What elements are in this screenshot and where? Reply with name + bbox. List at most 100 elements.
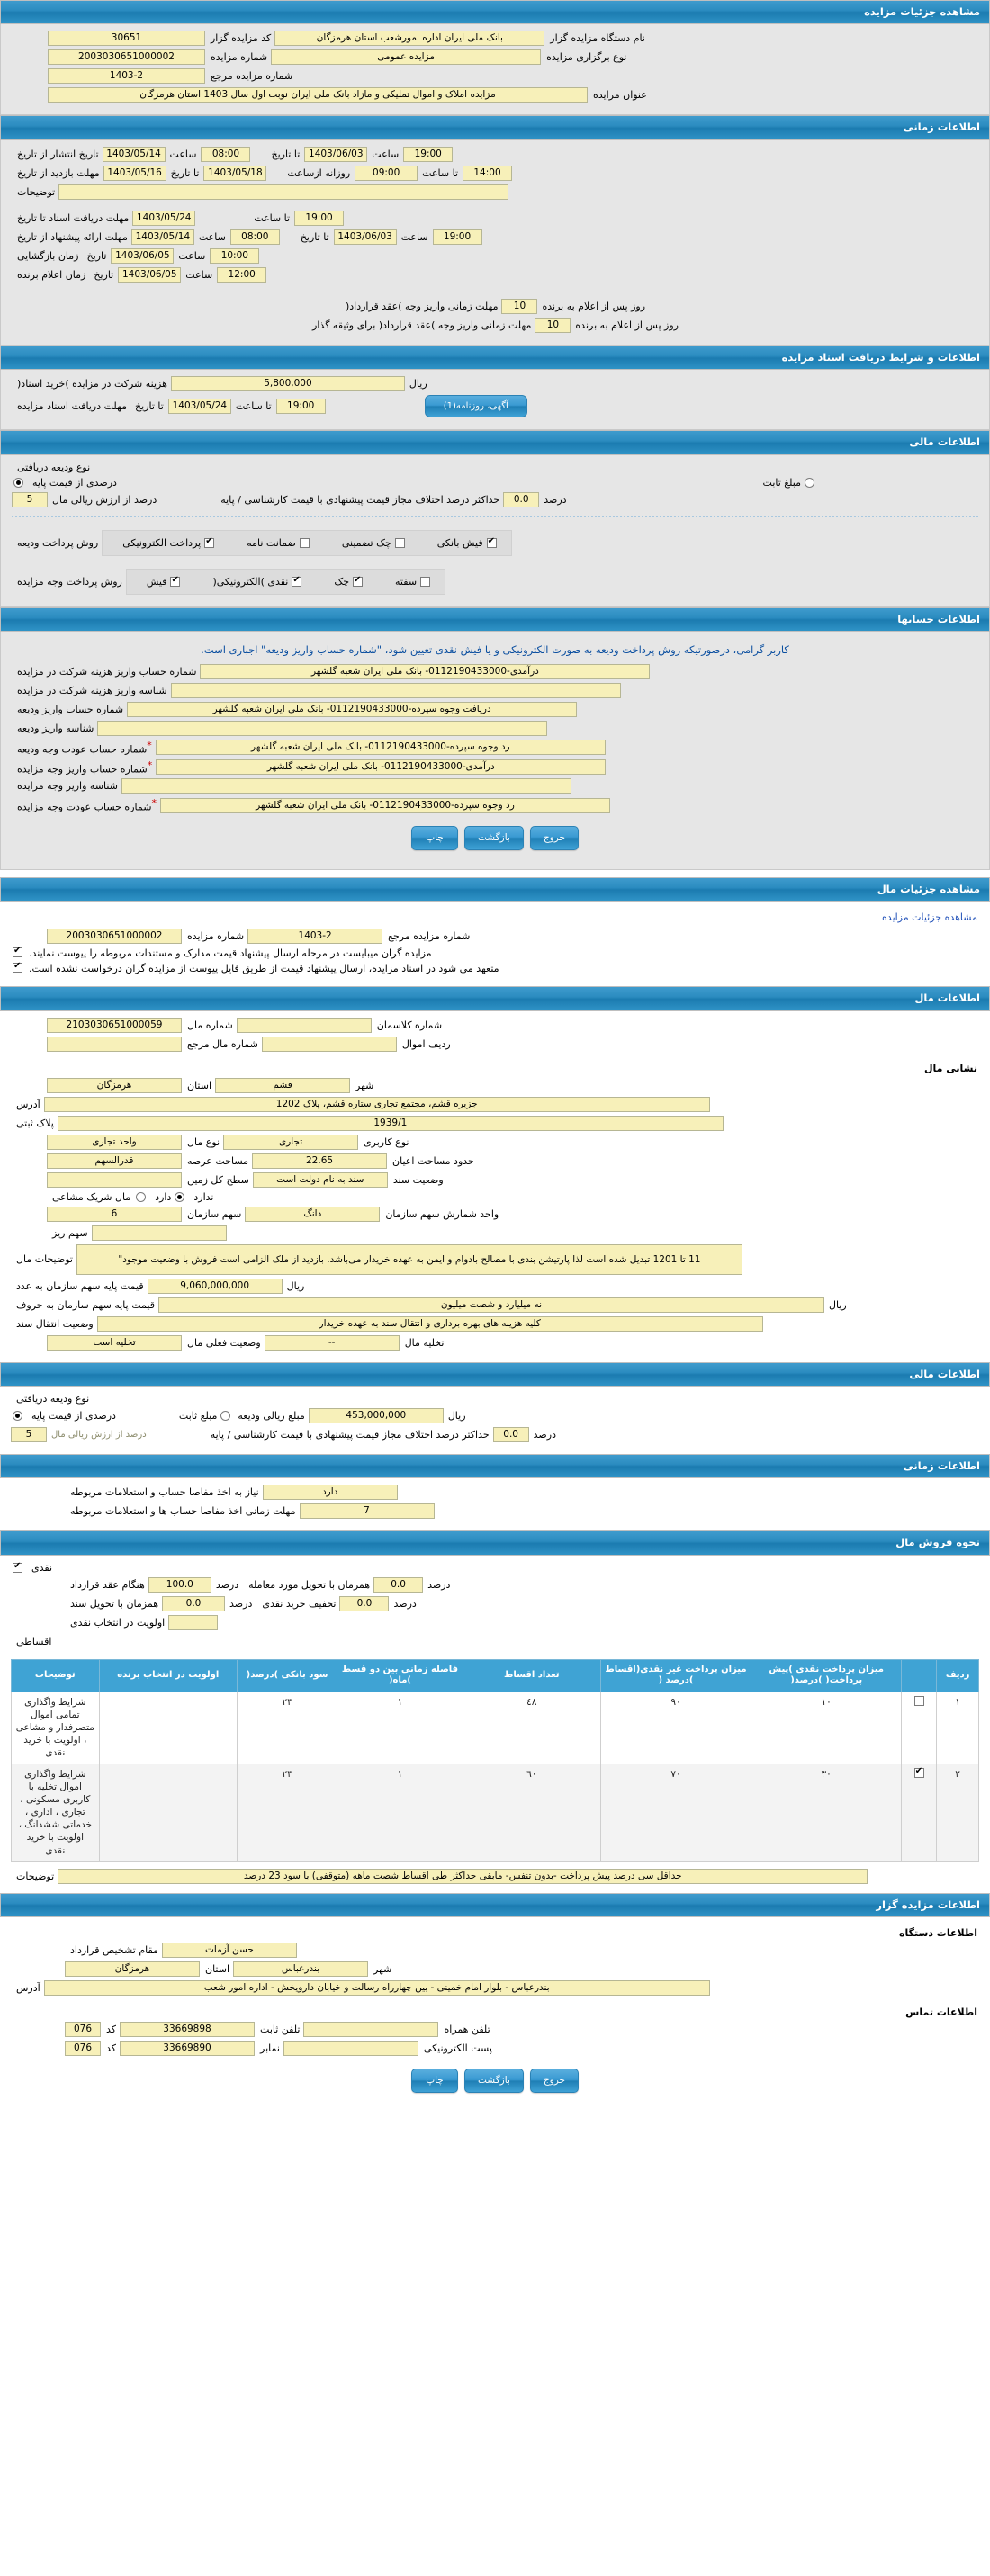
row-areas: حدود مساحت اعیان 22.65 مساحت عرصه قدرالس… [11,1153,979,1169]
account-row: شناسه واریز ودیعه [12,720,978,736]
exit-button-bottom[interactable]: خروج [529,2069,580,2094]
doc-conditions-panel: ریال 5,800,000 هزینه شرکت در مزایده )خری… [0,370,990,431]
label-auctioneer-code: کد مزایده گزار [211,32,272,45]
value-property-auction-number: 2003030651000002 [47,929,182,945]
label-shared-property: مال شریک مشاعی [52,1190,131,1203]
cell-select[interactable] [901,1763,938,1862]
label-promissory-note: سفته [395,575,418,588]
row-property-type-usage: نوع کاربری تجاری نوع مال واحد تجاری [11,1134,979,1150]
checkbox-promissory-note[interactable] [420,576,431,587]
text-no-file-offer: متعهد می شود در اسناد مزایده، ارسال پیشن… [29,963,500,975]
unit-cash-discount: درصد [393,1597,417,1610]
radio-prop-percent-base[interactable] [13,1410,22,1421]
account-row: رد وجوه سپرده-0112190433000- بانک ملی ای… [12,740,978,756]
ad-newspaper-button[interactable]: آگهی، روزنامه(1) [424,395,527,418]
label-province: استان [187,1079,212,1091]
print-button[interactable]: چاپ [411,825,458,850]
checkbox-check[interactable] [353,575,364,587]
label-auction-payment-identifier: شناسه واریز وجه مزایده [17,780,118,793]
cell-index: ٢ [936,1763,979,1862]
th-select [901,1658,938,1692]
checkbox-guarantee-letter[interactable] [299,537,310,548]
label-time-description: توضیحات [17,185,56,198]
unit-with-doc-delivery: درصد [230,1597,253,1610]
value-percent: 5 [12,491,48,507]
radio-shared-yes[interactable] [136,1191,147,1202]
checkbox-no-file-offer[interactable] [13,961,22,974]
th-notes: توضیحات [11,1658,100,1692]
label-electronic-payment: پرداخت الکترونیکی [122,536,202,549]
value-deposit-identifier [97,720,548,736]
row-prop-max-diff: درصد 0.0 حداکثر درصد اختلاف مجاز قیمت پی… [11,1426,979,1442]
row-base-price-number: ریال 9,060,000,000 قیمت پایه سهم سازمان … [11,1278,979,1294]
row-publish-date: 19:00 ساعت 1403/06/03 تا تاریخ 08:00 ساع… [12,146,978,162]
value-address: جزیره قشم، مجتمع تجاری ستاره قشم، پلاک 1… [43,1096,710,1112]
label-mobile: تلفن همراه [444,2024,490,2036]
max-diff-unit: درصد [544,493,567,506]
value-email [283,2041,418,2057]
time-info-panel: 19:00 ساعت 1403/06/03 تا تاریخ 08:00 ساع… [0,139,990,346]
cell-bank-profit: ٢٣ [236,1763,338,1862]
label-prop-max-diff: حداکثر درصد اختلاف مجاز قیمت پیشنهادی با… [210,1428,490,1441]
label-doc-receipt: مهلت دریافت اسناد تا تاریخ [17,211,130,224]
label-sale-notes: توضیحات [16,1870,55,1882]
cell-select[interactable] [901,1691,938,1764]
cell-bank-profit: ٢٣ [236,1691,338,1764]
checkbox-row-select[interactable] [914,1766,924,1778]
checkbox-electronic-payment[interactable] [204,536,215,548]
cell-installments-count: ٤٨ [462,1691,601,1764]
label-land-area: مساحت عرصه [187,1154,249,1167]
value-auctioneer-address: بندرعباس - بلوار امام خمینی - بین چهاررا… [43,1980,710,1997]
checkbox-bank-receipt[interactable] [486,536,497,548]
account-row: شناسه واریز وجه مزایده [12,778,978,794]
checkbox-cash-sale[interactable] [13,1561,22,1573]
radio-fixed-amount[interactable] [805,477,814,488]
cell-cash-percent: ١٠ [751,1691,903,1764]
value-base-price-text: نه میلیارد و شصت میلیون [158,1297,824,1313]
value-plate: 1939/1 [57,1115,724,1131]
label-cash-priority: اولویت در انتخاب نقدی [70,1616,166,1629]
label-offer-deadline: مهلت ارائه پیشنهاد از تاریخ [17,230,128,243]
section-header-auction-details: مشاهده جزئیات مزایده [0,0,990,25]
action-buttons-bottom: خروج بازگشت چاپ [11,2060,979,2104]
radio-shared-no[interactable] [175,1191,185,1202]
radio-percent-of-base[interactable] [14,477,23,488]
payment-methods-group: سفته چک نقدی )الکترونیکی( فیش [125,568,446,595]
label-visit-date: مهلت بازدید از تاریخ [17,166,100,179]
label-property-type: نوع مال [187,1135,220,1148]
value-sale-notes: حداقل سی درصد پیش پرداخت -بدون تنفس- ماب… [58,1868,868,1884]
print-button-bottom[interactable]: چاپ [411,2069,458,2094]
doc-deadline-to-time-label: تا ساعت [235,400,272,413]
back-button-bottom[interactable]: بازگشت [464,2069,524,2094]
value-assets-row [261,1036,397,1052]
checkbox-guaranteed-check[interactable] [394,537,405,548]
value-auction-title: مزایده املاک و اموال تملیکی و مازاد بانک… [48,87,588,103]
row-property-description: 11 تا 1201 تبدیل شده است لذا پارتیشن بند… [11,1243,979,1275]
exit-button[interactable]: خروج [529,825,580,850]
label-deposit-deadline-b: مهلت زمانی واریز وجه )عقد قرارداد( برای … [312,319,532,331]
section-header-property-financial: اطلاعات مالی [0,1361,990,1387]
value-prop-percent: 5 [11,1426,47,1442]
financial-info-panel: نوع ودیعه دریافتی مبلغ ثابت درصدی از قیم… [0,454,990,607]
value-holding-type: مزایده عمومی [271,49,542,66]
label-org-name: نام دستگاه مزایده گزار [550,32,645,45]
open-time: 10:00 [210,247,260,264]
value-ref-property-number [47,1036,182,1052]
value-auctioneer-code: 30651 [48,31,205,47]
value-property-description: 11 تا 1201 تبدیل شده است لذا پارتیشن بند… [76,1243,742,1275]
row-deposit-methods: فیش بانکی چک تضمینی ضمانت نامه پرداخت ال… [12,529,978,556]
checkbox-cash-electronic[interactable] [292,575,302,587]
value-fax: 33669890 [120,2041,256,2057]
checkbox-row-select[interactable] [914,1695,924,1706]
unit-simultaneous-transaction: درصد [428,1578,451,1591]
value-city: قشم [215,1077,351,1093]
view-auction-details-link[interactable]: مشاهده جزئیات مزایده [882,911,977,924]
account-row: شناسه واریز هزینه شرکت در مزایده [12,682,978,698]
back-button[interactable]: بازگشت [464,825,524,850]
radio-prop-fixed-amount[interactable] [220,1410,231,1421]
label-cash-sale: نقدی [32,1561,53,1574]
label-at-contract: هنگام عقد قرارداد [70,1578,145,1591]
checkbox-receipt[interactable] [170,575,181,587]
checkbox-attachment-requirement[interactable] [13,946,22,958]
label-fixed-amount: مبلغ ثابت [762,476,801,489]
